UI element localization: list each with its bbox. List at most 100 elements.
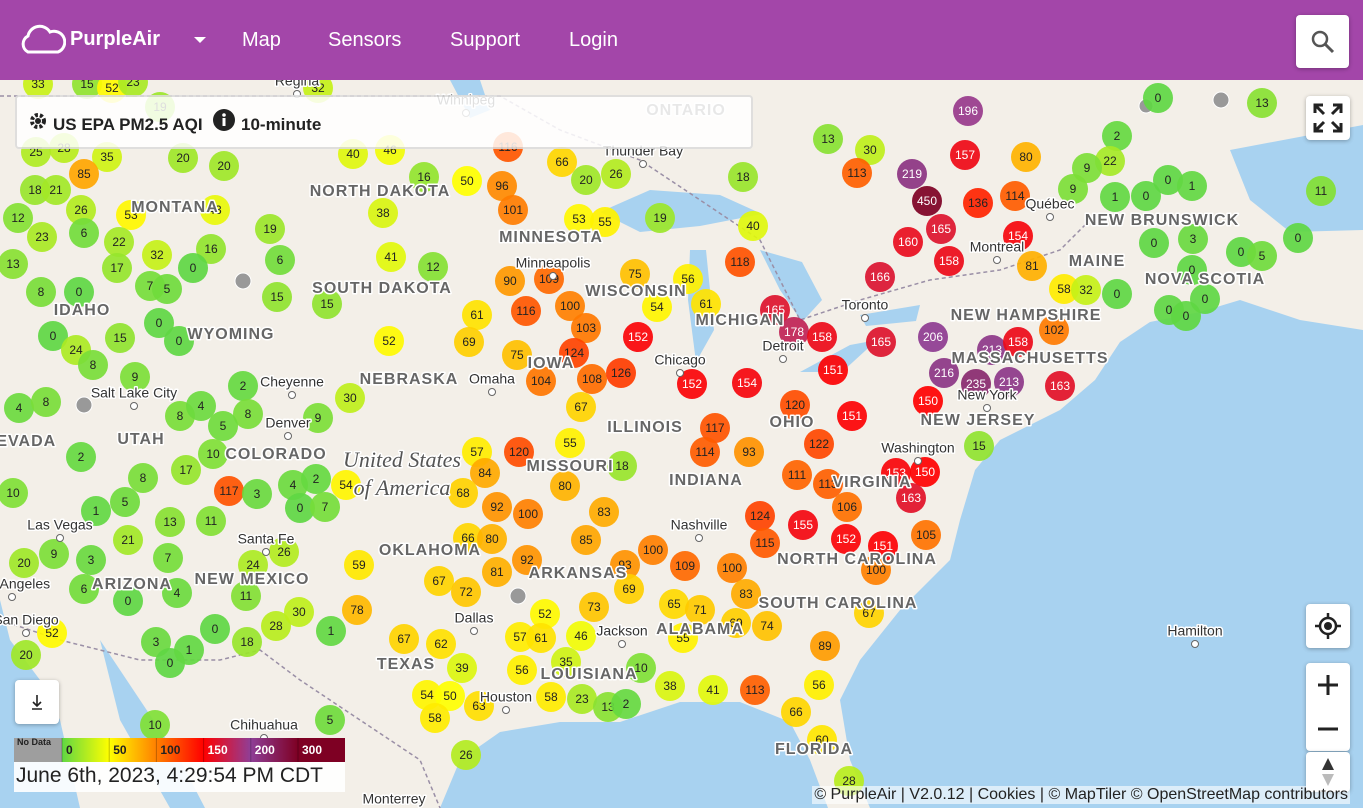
sensor[interactable]: 18: [607, 451, 637, 481]
sensor-marker[interactable]: [498, 195, 528, 225]
sensor-marker[interactable]: [477, 524, 507, 554]
sensor[interactable]: 22: [1095, 146, 1125, 176]
sensor[interactable]: 115: [750, 528, 780, 558]
compass-button[interactable]: [1306, 752, 1350, 792]
sensor[interactable]: 124: [559, 338, 589, 368]
sensor[interactable]: 12: [418, 252, 448, 282]
sensor-marker[interactable]: [482, 557, 512, 587]
sensor-marker[interactable]: [526, 623, 556, 653]
sensor-marker[interactable]: [929, 358, 959, 388]
sensor[interactable]: 67: [424, 566, 454, 596]
download-button[interactable]: [15, 680, 59, 724]
sensor[interactable]: 101: [498, 195, 528, 225]
sensor-marker[interactable]: [659, 589, 689, 619]
sensor-marker[interactable]: [813, 469, 843, 499]
sensor-marker[interactable]: [551, 647, 581, 677]
sensor[interactable]: 53: [564, 204, 594, 234]
sensor[interactable]: 15: [105, 323, 135, 353]
sensor-marker[interactable]: [642, 292, 672, 322]
sensor-marker[interactable]: [1247, 88, 1277, 118]
sensor-marker[interactable]: [788, 510, 818, 540]
sensor-marker[interactable]: [171, 455, 201, 485]
sensor-marker[interactable]: [673, 264, 703, 294]
sensor-marker[interactable]: [804, 429, 834, 459]
sensor[interactable]: 56: [804, 670, 834, 700]
sensor-marker[interactable]: [607, 451, 637, 481]
sensor-marker[interactable]: [555, 291, 585, 321]
sensor-marker[interactable]: [645, 203, 675, 233]
sensor[interactable]: 158: [807, 322, 837, 352]
sensor[interactable]: 80: [477, 524, 507, 554]
sensor[interactable]: 89: [810, 631, 840, 661]
sensor-marker[interactable]: [994, 367, 1024, 397]
sensor-marker[interactable]: [451, 740, 481, 770]
sensor-marker[interactable]: [178, 253, 208, 283]
sensor-marker[interactable]: [700, 413, 730, 443]
sensor[interactable]: 75: [620, 259, 650, 289]
sensor-marker[interactable]: [76, 545, 106, 575]
sensor[interactable]: 20: [11, 640, 41, 670]
sensor-marker[interactable]: [142, 240, 172, 270]
sensor-marker[interactable]: [977, 335, 1007, 365]
sensor-marker[interactable]: [1058, 174, 1088, 204]
locate-button[interactable]: [1306, 604, 1350, 648]
sensor-marker[interactable]: [512, 545, 542, 575]
sensor-marker[interactable]: [426, 629, 456, 659]
sensor-marker[interactable]: [606, 358, 636, 388]
sensor[interactable]: 7: [310, 492, 340, 522]
sensor-marker[interactable]: [534, 264, 564, 294]
sensor-marker[interactable]: [389, 624, 419, 654]
sensor-marker[interactable]: [335, 383, 365, 413]
sensor-marker[interactable]: [196, 506, 226, 536]
sensor-marker[interactable]: [66, 195, 96, 225]
sensor-marker[interactable]: [412, 680, 442, 710]
sensor[interactable]: 1: [316, 616, 346, 646]
sensor-marker[interactable]: [566, 392, 596, 422]
sensor[interactable]: 32: [142, 240, 172, 270]
sensor-marker[interactable]: [153, 543, 183, 573]
sensor-marker[interactable]: [208, 411, 238, 441]
sensor-marker[interactable]: [344, 550, 374, 580]
sensor-marker[interactable]: [27, 222, 57, 252]
sensor[interactable]: 235: [961, 369, 991, 399]
sensor-marker[interactable]: [866, 327, 896, 357]
sensor[interactable]: 83: [589, 497, 619, 527]
sensor[interactable]: 151: [818, 355, 848, 385]
sensor-marker[interactable]: [418, 252, 448, 282]
sensor[interactable]: 120: [504, 437, 534, 467]
sensor[interactable]: 71: [685, 595, 715, 625]
sensor-marker[interactable]: [781, 697, 811, 727]
sensor[interactable]: 6: [265, 245, 295, 275]
sensor[interactable]: 30: [335, 383, 365, 413]
sensor[interactable]: 38: [368, 198, 398, 228]
sensor[interactable]: 0: [64, 277, 94, 307]
sensor[interactable]: 38: [655, 671, 685, 701]
sensor-marker[interactable]: [255, 214, 285, 244]
sensor[interactable]: 8: [31, 387, 61, 417]
sensor-marker[interactable]: [487, 171, 517, 201]
sensor-marker[interactable]: [228, 371, 258, 401]
sensor[interactable]: 80: [1011, 142, 1041, 172]
sensor-marker[interactable]: [113, 586, 143, 616]
sensor[interactable]: 5: [208, 411, 238, 441]
sensor-marker[interactable]: [559, 338, 589, 368]
sensor-marker[interactable]: [26, 277, 56, 307]
sensor-marker[interactable]: [41, 175, 71, 205]
sensor-marker[interactable]: [128, 463, 158, 493]
sensor[interactable]: 69: [454, 327, 484, 357]
sensor[interactable]: 32: [1071, 275, 1101, 305]
sensor[interactable]: 6: [69, 574, 99, 604]
sensor-marker[interactable]: [435, 681, 465, 711]
sensor-marker[interactable]: [37, 618, 67, 648]
sensor[interactable]: 122: [804, 429, 834, 459]
sensor[interactable]: 4: [4, 393, 34, 423]
sensor-marker[interactable]: [152, 274, 182, 304]
sensor[interactable]: 108: [577, 364, 607, 394]
sensor[interactable]: 15: [262, 282, 292, 312]
sensor-marker[interactable]: [934, 246, 964, 276]
sensor-marker[interactable]: [868, 531, 898, 561]
sensor-marker[interactable]: [614, 574, 644, 604]
sensor-marker[interactable]: [638, 535, 668, 565]
sensor-marker[interactable]: [530, 599, 560, 629]
sensor[interactable]: 11: [196, 506, 226, 536]
